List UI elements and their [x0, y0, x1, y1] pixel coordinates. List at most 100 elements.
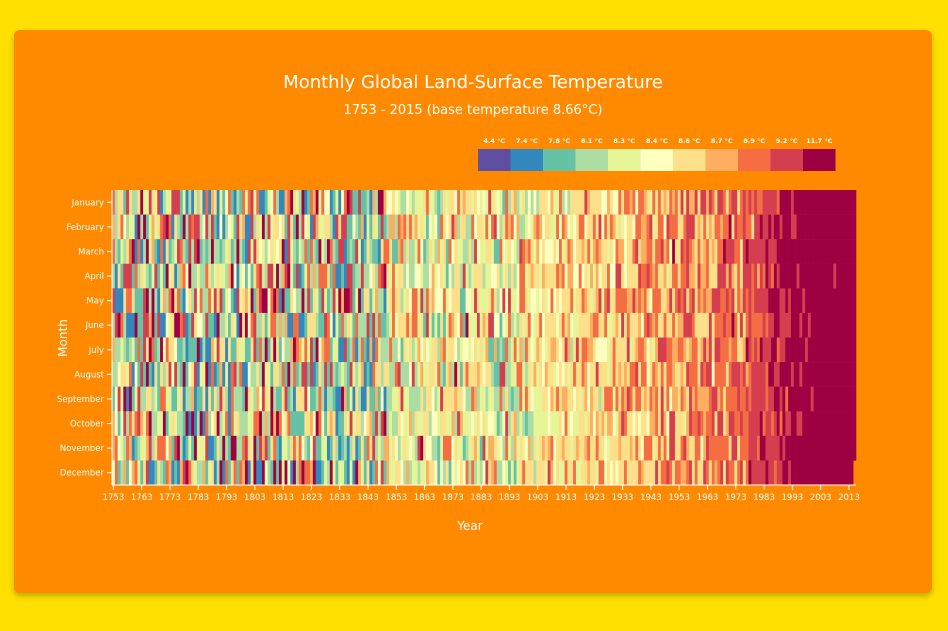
heatmap-cell	[592, 312, 597, 338]
heatmap-cell	[782, 460, 786, 486]
heatmap-cell	[137, 312, 141, 338]
heatmap-cell	[827, 411, 831, 437]
heatmap-cell	[742, 312, 746, 338]
heatmap-cell	[691, 214, 696, 240]
heatmap-cell	[771, 362, 775, 387]
heatmap-cell	[519, 337, 523, 363]
heatmap-cell	[128, 411, 133, 437]
heatmap-cell	[154, 386, 158, 412]
legend-label: 8.7 °C	[711, 137, 733, 145]
heatmap-cell	[233, 362, 237, 387]
heatmap-cell	[168, 288, 172, 314]
heatmap-cell	[216, 337, 220, 363]
heatmap-cell	[519, 435, 523, 461]
heatmap-cell	[360, 214, 365, 240]
heatmap-cell	[409, 190, 413, 215]
heatmap-cell	[394, 312, 399, 338]
heatmap-cell	[128, 312, 133, 338]
heatmap-cell	[479, 460, 483, 486]
heatmap-cell	[338, 239, 342, 264]
heatmap-cell	[400, 190, 404, 215]
heatmap-cell	[253, 190, 257, 215]
heatmap-cell	[564, 362, 568, 387]
heatmap-cell	[287, 288, 291, 314]
heatmap-cell	[208, 312, 212, 338]
heatmap-cell	[128, 362, 133, 387]
heatmap-cell	[160, 362, 164, 387]
heatmap-cell	[120, 214, 124, 240]
heatmap-cell	[714, 411, 718, 437]
heatmap-cell	[607, 460, 611, 486]
heatmap-cell	[457, 435, 461, 461]
heatmap-cell	[799, 288, 803, 314]
heatmap-cell	[117, 362, 121, 387]
heatmap-cell	[196, 190, 200, 215]
heatmap-cell	[117, 239, 121, 264]
heatmap-cell	[256, 288, 260, 314]
heatmap-cell	[154, 411, 158, 437]
heatmap-cell	[488, 411, 492, 437]
heatmap-cell	[205, 214, 209, 240]
heatmap-cell	[601, 362, 605, 387]
heatmap-cell	[510, 362, 514, 387]
heatmap-cell	[411, 263, 415, 289]
heatmap-cell	[213, 263, 217, 289]
x-tick-label: 1993	[782, 493, 804, 503]
heatmap-cell	[703, 263, 707, 289]
heatmap-cell	[553, 460, 557, 486]
heatmap-cell	[222, 263, 226, 289]
heatmap-cell	[646, 239, 650, 264]
heatmap-cell	[788, 312, 792, 338]
heatmap-cell	[833, 460, 837, 486]
heatmap-cell	[612, 411, 616, 437]
heatmap-cell	[261, 288, 266, 314]
heatmap-cell	[485, 460, 489, 486]
heatmap-cell	[844, 337, 848, 363]
heatmap-cell	[332, 288, 336, 314]
heatmap-cell	[253, 263, 257, 289]
heatmap-cell	[669, 190, 673, 215]
heatmap-cell	[680, 190, 684, 215]
heatmap-cell	[191, 386, 195, 412]
heatmap-cell	[607, 288, 611, 314]
heatmap-cell	[454, 386, 458, 412]
heatmap-cell	[575, 263, 580, 289]
heatmap-cell	[657, 190, 662, 215]
heatmap-cell	[426, 386, 430, 412]
heatmap-cell	[516, 337, 520, 363]
heatmap-cell	[666, 411, 670, 437]
heatmap-cell	[725, 312, 729, 338]
heatmap-cell	[479, 411, 483, 437]
heatmap-cell	[417, 435, 421, 461]
heatmap-cell	[683, 239, 687, 264]
heatmap-cell	[182, 312, 186, 338]
heatmap-cell	[307, 288, 311, 314]
heatmap-cell	[689, 190, 693, 215]
heatmap-cell	[604, 435, 608, 461]
heatmap-cell	[375, 263, 379, 289]
heatmap-cell	[185, 190, 189, 215]
heatmap-cell	[674, 460, 679, 486]
heatmap-cell	[315, 435, 319, 461]
heatmap-cell	[558, 312, 563, 338]
heatmap-cell	[293, 386, 297, 412]
heatmap-cell	[372, 435, 376, 461]
heatmap-cell	[276, 263, 280, 289]
heatmap-cell	[646, 362, 650, 387]
heatmap-cell	[522, 263, 526, 289]
heatmap-cell	[165, 288, 169, 314]
heatmap-cell	[624, 362, 628, 387]
heatmap-cell	[510, 239, 514, 264]
heatmap-cell	[773, 190, 778, 215]
heatmap-cell	[578, 263, 582, 289]
heatmap-cell	[389, 362, 393, 387]
heatmap-cell	[728, 411, 732, 437]
heatmap-cell	[655, 312, 659, 338]
heatmap-cell	[660, 190, 664, 215]
heatmap-cell	[335, 411, 339, 437]
heatmap-cell	[358, 312, 362, 338]
heatmap-cell	[137, 337, 141, 363]
heatmap-cell	[267, 312, 271, 338]
heatmap-cell	[137, 288, 141, 314]
heatmap-cell	[686, 362, 690, 387]
